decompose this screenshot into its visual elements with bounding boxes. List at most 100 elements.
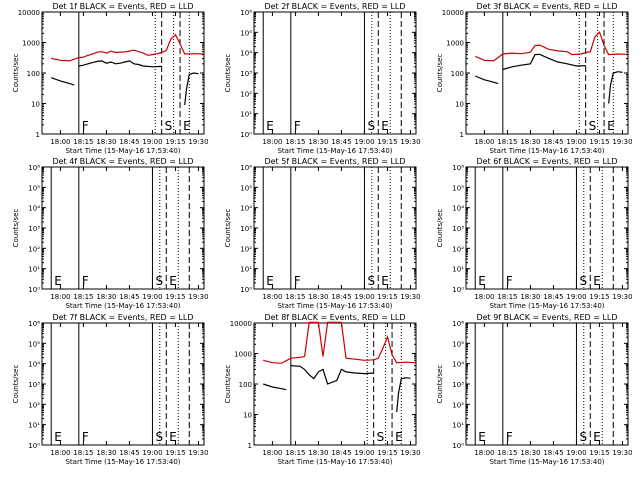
y-tick-label: 10⁶ — [28, 164, 40, 172]
event-marker-label: S — [377, 430, 385, 444]
events-series-line — [184, 72, 199, 105]
x-tick-label: 18:15 — [73, 293, 93, 301]
y-tick-label: 10 — [455, 101, 464, 109]
y-axis-label: Counts/sec — [12, 365, 20, 404]
y-tick-label: 10² — [452, 401, 464, 409]
y-tick-label: 100 — [27, 70, 40, 78]
event-marker-label: E — [183, 119, 191, 133]
x-tick-label: 18:15 — [73, 449, 93, 457]
event-marker-label: S — [155, 274, 163, 288]
x-axis-label: Start Time (15-May-16 17:53:40) — [65, 458, 180, 466]
events-series-line — [502, 53, 586, 71]
y-tick-label: 1000 — [234, 351, 252, 359]
event-marker-label: S — [589, 119, 597, 133]
x-tick-label: 19:15 — [377, 293, 397, 301]
y-tick-label: 10⁰ — [452, 286, 464, 294]
y-tick-label: 1 — [248, 442, 252, 450]
y-tick-label: 10² — [240, 245, 252, 253]
event-marker-label: E — [169, 274, 177, 288]
x-tick-label: 18:15 — [497, 138, 517, 146]
event-marker-label: E — [395, 430, 403, 444]
event-marker-label: S — [579, 430, 587, 444]
x-tick-label: 18:00 — [474, 293, 494, 301]
y-tick-label: 10000 — [442, 9, 464, 17]
event-marker-label: S — [165, 119, 173, 133]
panel-det-8: Det 8f BLACK = Events, RED = LLD 1 10 100 10… — [224, 313, 421, 466]
x-tick-label: 18:00 — [50, 449, 70, 457]
y-axis-label: Counts/sec — [224, 54, 232, 93]
panel-title: Det 6f BLACK = Events, RED = LLD — [476, 157, 617, 166]
event-marker-label: S — [367, 274, 375, 288]
y-tick-label: 10⁴ — [240, 50, 252, 58]
y-tick-label: 10⁶ — [240, 9, 252, 17]
y-axis-label: Counts/sec — [12, 209, 20, 248]
y-tick-label: 1 — [460, 131, 464, 139]
y-axis-label: Counts/sec — [224, 365, 232, 404]
y-axis-label: Counts/sec — [12, 54, 20, 93]
x-tick-label: 18:45 — [543, 293, 563, 301]
y-tick-label: 10⁶ — [240, 164, 252, 172]
x-tick-label: 19:15 — [165, 449, 185, 457]
x-tick-label: 18:00 — [50, 138, 70, 146]
y-tick-label: 10⁴ — [452, 361, 464, 369]
y-tick-label: 10¹ — [28, 266, 40, 274]
y-tick-label: 10⁴ — [452, 205, 464, 213]
x-tick-label: 18:15 — [497, 449, 517, 457]
y-axis-label: Counts/sec — [436, 54, 444, 93]
x-tick-label: 19:00 — [142, 138, 162, 146]
y-tick-label: 10 — [31, 101, 40, 109]
x-tick-label: 19:15 — [589, 449, 609, 457]
x-tick-label: 19:00 — [354, 449, 374, 457]
x-tick-label: 19:15 — [165, 138, 185, 146]
panel-det-3: Det 3f BLACK = Events, RED = LLD 1 10 100 10… — [436, 2, 633, 155]
x-tick-label: 19:00 — [142, 293, 162, 301]
x-axis-label: Start Time (15-May-16 17:53:40) — [277, 302, 392, 310]
plot-frame — [41, 322, 205, 446]
y-tick-label: 1 — [36, 131, 40, 139]
lld-series-line — [51, 33, 204, 62]
y-tick-label: 10 — [243, 412, 252, 420]
y-tick-label: 10⁶ — [452, 164, 464, 172]
x-tick-label: 19:15 — [377, 138, 397, 146]
y-axis-label: Counts/sec — [224, 209, 232, 248]
x-tick-label: 18:45 — [119, 293, 139, 301]
y-tick-label: 10000 — [230, 320, 252, 328]
x-tick-label: 18:30 — [308, 138, 328, 146]
y-tick-label: 10⁵ — [28, 184, 40, 192]
event-marker-label: S — [155, 430, 163, 444]
event-marker-label: F — [82, 430, 89, 444]
y-tick-label: 10² — [28, 245, 40, 253]
x-tick-label: 18:30 — [520, 293, 540, 301]
x-tick-label: 18:00 — [262, 293, 282, 301]
event-marker-label: E — [478, 274, 486, 288]
x-tick-label: 19:30 — [400, 138, 420, 146]
events-series-line — [290, 365, 374, 385]
x-tick-label: 18:30 — [96, 138, 116, 146]
y-axis-label: Counts/sec — [436, 209, 444, 248]
plot-frame — [465, 322, 629, 446]
x-axis-label: Start Time (15-May-16 17:53:40) — [489, 147, 604, 155]
event-marker-label: F — [506, 274, 513, 288]
y-tick-label: 10⁰ — [240, 131, 252, 139]
event-marker-label: E — [54, 274, 62, 288]
y-tick-label: 10⁵ — [28, 340, 40, 348]
x-tick-label: 19:00 — [566, 138, 586, 146]
x-tick-label: 18:15 — [285, 293, 305, 301]
x-axis-label: Start Time (15-May-16 17:53:40) — [65, 147, 180, 155]
x-tick-label: 18:15 — [285, 138, 305, 146]
x-tick-label: 19:30 — [612, 138, 632, 146]
plot-frame — [41, 166, 205, 290]
y-tick-label: 10⁵ — [452, 340, 464, 348]
events-series-line — [608, 71, 623, 104]
y-tick-label: 100 — [451, 70, 464, 78]
event-marker-label: E — [478, 430, 486, 444]
y-tick-label: 10³ — [452, 381, 464, 389]
panel-title: Det 9f BLACK = Events, RED = LLD — [476, 313, 617, 322]
y-tick-label: 1000 — [446, 40, 464, 48]
x-tick-label: 19:15 — [589, 138, 609, 146]
x-tick-label: 19:30 — [188, 138, 208, 146]
y-tick-label: 10¹ — [452, 422, 464, 430]
panel-det-6: Det 6f BLACK = Events, RED = LLD 10⁰ 10¹ 10… — [436, 157, 633, 310]
y-tick-label: 10⁶ — [28, 320, 40, 328]
panel-title: Det 7f BLACK = Events, RED = LLD — [52, 313, 193, 322]
